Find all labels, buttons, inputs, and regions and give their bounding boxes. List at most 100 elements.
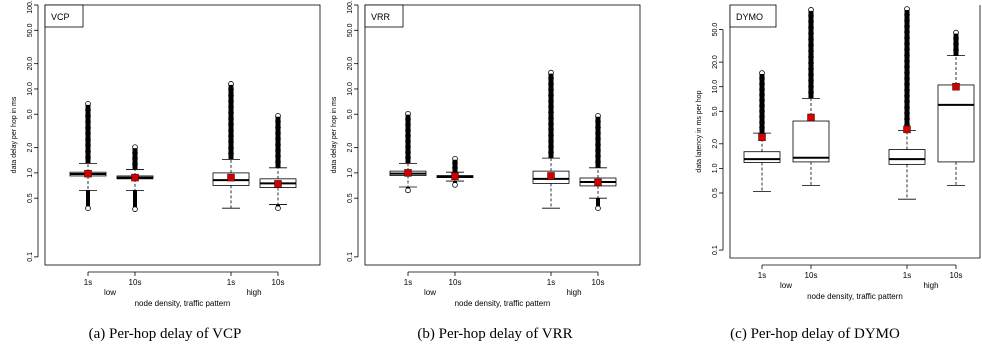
group-label: high bbox=[566, 288, 581, 297]
x-tick-label: 1s bbox=[903, 271, 911, 280]
outlier-point bbox=[953, 35, 959, 42]
outlier-point bbox=[759, 86, 765, 93]
outlier-point bbox=[85, 130, 91, 137]
outlier-point bbox=[904, 23, 910, 30]
outlier-point bbox=[808, 83, 814, 90]
y-axis: 0.1 0.5 1.0 2.0 5.0 10.0 20.0 50.0 100.0 bbox=[27, 0, 39, 262]
mean-marker bbox=[84, 169, 92, 178]
panel-label-box: DYMO bbox=[729, 4, 777, 28]
y-tick-label: 0.5 bbox=[27, 193, 34, 203]
y-axis-title: data delay per hop in ms bbox=[11, 96, 18, 173]
box-low-1s bbox=[69, 101, 107, 211]
plot-frame bbox=[44, 4, 321, 266]
outlier-point bbox=[904, 69, 910, 76]
x-tick-label: 1s bbox=[404, 278, 412, 287]
outlier-point bbox=[228, 121, 234, 128]
outlier-point bbox=[904, 87, 910, 93]
outlier-point bbox=[548, 121, 554, 127]
outlier-point bbox=[595, 124, 601, 131]
y-tick-label: 50.0 bbox=[347, 23, 354, 37]
outlier-point bbox=[548, 86, 554, 93]
outlier-point bbox=[759, 108, 765, 115]
outlier-point bbox=[595, 153, 601, 160]
outlier-point bbox=[405, 132, 411, 139]
outlier-point bbox=[904, 93, 910, 99]
outlier-point bbox=[405, 144, 411, 150]
outlier-point bbox=[275, 130, 281, 136]
outlier-point bbox=[759, 97, 765, 104]
outlier-point bbox=[595, 130, 601, 136]
panel-label-box: VCP bbox=[44, 4, 84, 28]
outlier-point bbox=[953, 29, 959, 36]
outlier-point bbox=[228, 98, 234, 105]
outlier-point bbox=[85, 101, 91, 107]
y-axis: 0.1 0.5 1.0 2.0 5.0 10.0 20.0 50.0 bbox=[712, 23, 724, 255]
panel-label-frame bbox=[44, 4, 84, 28]
panel-vcp: VCP 0.1 0.5 1.0 2.0 5.0 10.0 20.0 50.0 100.0 data … bbox=[11, 0, 321, 308]
box-low-10s bbox=[792, 7, 830, 186]
y-tick-label: 1.0 bbox=[347, 168, 354, 178]
outlier-point bbox=[808, 36, 814, 43]
y-tick-label: 10.0 bbox=[347, 82, 354, 96]
mean-marker bbox=[404, 169, 412, 177]
outlier-point bbox=[808, 30, 814, 37]
figure: VCP 0.1 0.5 1.0 2.0 5.0 10.0 20.0 50.0 100.0 data … bbox=[11, 0, 981, 308]
y-tick-label: 2.0 bbox=[347, 143, 354, 153]
x-tick-label: 10s bbox=[272, 278, 285, 287]
outlier-point bbox=[132, 155, 138, 162]
outlier-point bbox=[595, 205, 601, 211]
outlier-point bbox=[275, 159, 281, 165]
outlier-point bbox=[405, 121, 411, 128]
mean-marker bbox=[547, 172, 555, 180]
y-tick-label: 0.1 bbox=[347, 252, 354, 262]
box-low-1s bbox=[743, 70, 781, 192]
box-low-1s bbox=[389, 110, 427, 194]
x-tick-label: 10s bbox=[129, 278, 142, 287]
outlier-point bbox=[405, 149, 411, 156]
iqr-box bbox=[888, 149, 926, 165]
x-tick-label: 10s bbox=[592, 278, 605, 287]
outlier-point bbox=[808, 7, 814, 13]
outlier-point bbox=[953, 41, 959, 47]
outlier-point bbox=[595, 141, 601, 148]
box-high-10s bbox=[937, 29, 975, 186]
box-high-1s bbox=[888, 6, 926, 200]
outlier-point bbox=[759, 103, 765, 109]
outlier-point bbox=[548, 98, 554, 104]
y-tick-label: 10.0 bbox=[27, 82, 34, 96]
outlier-point bbox=[904, 29, 910, 35]
y-tick-label: 0.5 bbox=[712, 188, 719, 198]
panel-dymo: DYMO 0.1 0.5 1.0 2.0 5.0 10.0 20.0 50.0 data late… bbox=[696, 4, 981, 301]
x-tick-label: 1s bbox=[758, 271, 766, 280]
y-tick-label: 50.0 bbox=[27, 23, 34, 37]
iqr-box bbox=[743, 151, 781, 163]
outlier-point bbox=[808, 60, 814, 66]
iqr-box bbox=[937, 84, 975, 163]
box-high-1s bbox=[212, 81, 250, 209]
box-low-10s bbox=[436, 155, 474, 188]
x-tick-label: 1s bbox=[227, 278, 235, 287]
outlier-point bbox=[228, 81, 234, 87]
outlier-point bbox=[904, 17, 910, 24]
outlier-point bbox=[405, 155, 411, 161]
outlier-point bbox=[452, 164, 458, 171]
y-tick-label: 100.0 bbox=[347, 0, 354, 14]
outlier-point bbox=[275, 136, 281, 142]
caption-c: (c) Per-hop delay of DYMO bbox=[730, 326, 900, 342]
outlier-point bbox=[548, 104, 554, 110]
outlier-point bbox=[595, 159, 601, 165]
outlier-point bbox=[275, 205, 281, 211]
outlier-point bbox=[808, 89, 814, 96]
outlier-point bbox=[759, 119, 765, 126]
outlier-point bbox=[228, 104, 234, 110]
outlier-point bbox=[228, 127, 234, 134]
outlier-point bbox=[808, 66, 814, 72]
outlier-point bbox=[85, 205, 91, 211]
outlier-point bbox=[904, 46, 910, 53]
outlier-point bbox=[808, 77, 814, 84]
outlier-point bbox=[275, 147, 281, 154]
outlier-point bbox=[548, 109, 554, 116]
outlier-point bbox=[228, 144, 234, 151]
outlier-point bbox=[759, 113, 765, 120]
panel-vrr: VRR 0.1 0.5 1.0 2.0 5.0 10.0 20.0 50.0 100.0 data … bbox=[331, 0, 641, 308]
